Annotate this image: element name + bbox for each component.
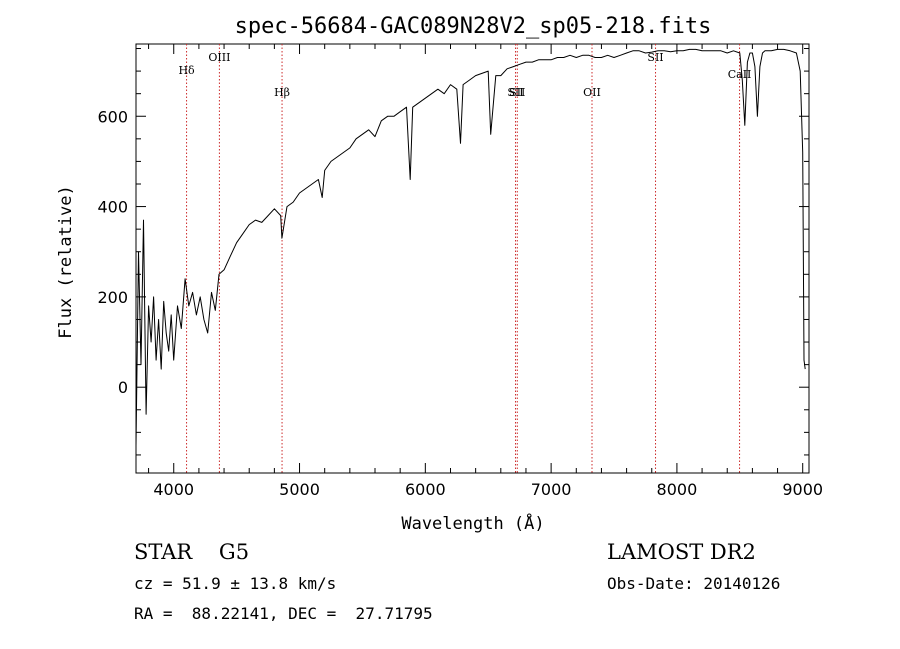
x-tick-label: 6000 — [405, 480, 446, 499]
chart-title: spec-56684-GAC089N28V2_sp05-218.fits — [235, 14, 712, 39]
y-tick-label: 400 — [97, 198, 128, 217]
plot-frame — [135, 43, 810, 474]
y-tick-label: 600 — [97, 107, 128, 126]
spectral-line-label: Hβ — [274, 86, 290, 99]
spectrum-line — [135, 48, 806, 446]
x-tick-label: 8000 — [657, 480, 698, 499]
y-axis-label: Flux (relative) — [56, 185, 76, 339]
spectral-line-label: SII — [509, 86, 525, 99]
y-tick-label: 200 — [97, 288, 128, 307]
survey-label: LAMOST DR2 — [607, 540, 756, 564]
classification-label: STAR G5 — [134, 540, 250, 564]
spectral-line-label: OII — [583, 86, 601, 99]
plot-area: 4000 5000 6000 7000 8000 9000 0 200 400 600 Hδ OIII… — [97, 43, 823, 499]
spectral-line-label: CaII — [728, 68, 752, 81]
x-tick-label: 9000 — [782, 480, 823, 499]
y-tick-label: 0 — [118, 378, 128, 397]
obs-date-label: Obs-Date: 20140126 — [607, 574, 781, 593]
x-axis-label: Wavelength (Å) — [401, 512, 544, 534]
x-tick-label: 5000 — [279, 480, 320, 499]
spectral-line-label: SII — [507, 86, 523, 99]
spectral-line-label: SII — [647, 51, 663, 64]
x-tick-label: 7000 — [531, 480, 572, 499]
redshift-label: cz = 51.9 ± 13.8 km/s — [134, 574, 337, 593]
spectral-line-label: Hδ — [178, 64, 195, 77]
x-tick-label: 4000 — [153, 480, 194, 499]
coordinates-label: RA = 88.22141, DEC = 27.71795 — [134, 604, 433, 623]
spectral-line-label: OIII — [208, 51, 230, 64]
